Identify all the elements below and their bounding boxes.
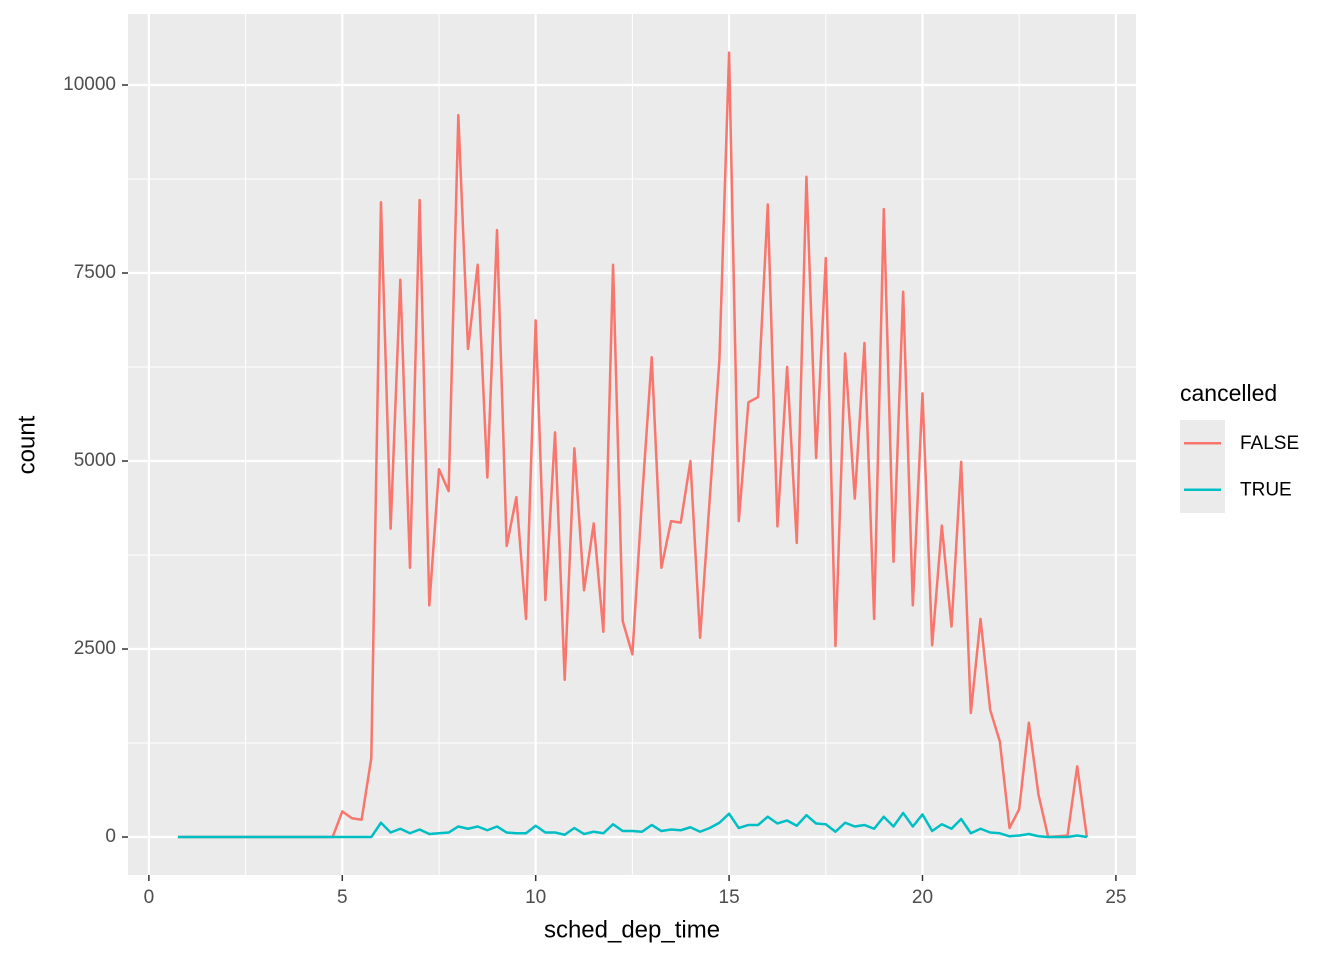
x-tick-label: 5 [337, 887, 348, 908]
legend: cancelled FALSE TRUE [1180, 380, 1299, 513]
plot-lines [177, 51, 1089, 839]
x-axis-title: sched_dep_time [544, 916, 720, 943]
x-tick-label: 20 [912, 887, 933, 908]
legend-title: cancelled [1180, 380, 1277, 406]
y-axis-title: count [13, 415, 40, 474]
y-tick-label: 2500 [74, 638, 116, 659]
x-tick-label: 25 [1105, 887, 1126, 908]
y-tick-label: 5000 [74, 450, 116, 471]
axes: 0 5 10 15 20 25 0 2500 5000 7500 10000 [63, 74, 1126, 908]
x-tick-label: 10 [525, 887, 546, 908]
grid [128, 14, 1136, 875]
y-tick-label: 10000 [63, 74, 116, 95]
x-tick-label: 0 [144, 887, 155, 908]
y-tick-label: 7500 [74, 262, 116, 283]
series-line [177, 811, 1088, 839]
y-tick-label: 0 [105, 826, 116, 847]
x-tick-label: 15 [719, 887, 740, 908]
legend-label: TRUE [1240, 480, 1292, 501]
legend-label: FALSE [1240, 433, 1299, 454]
